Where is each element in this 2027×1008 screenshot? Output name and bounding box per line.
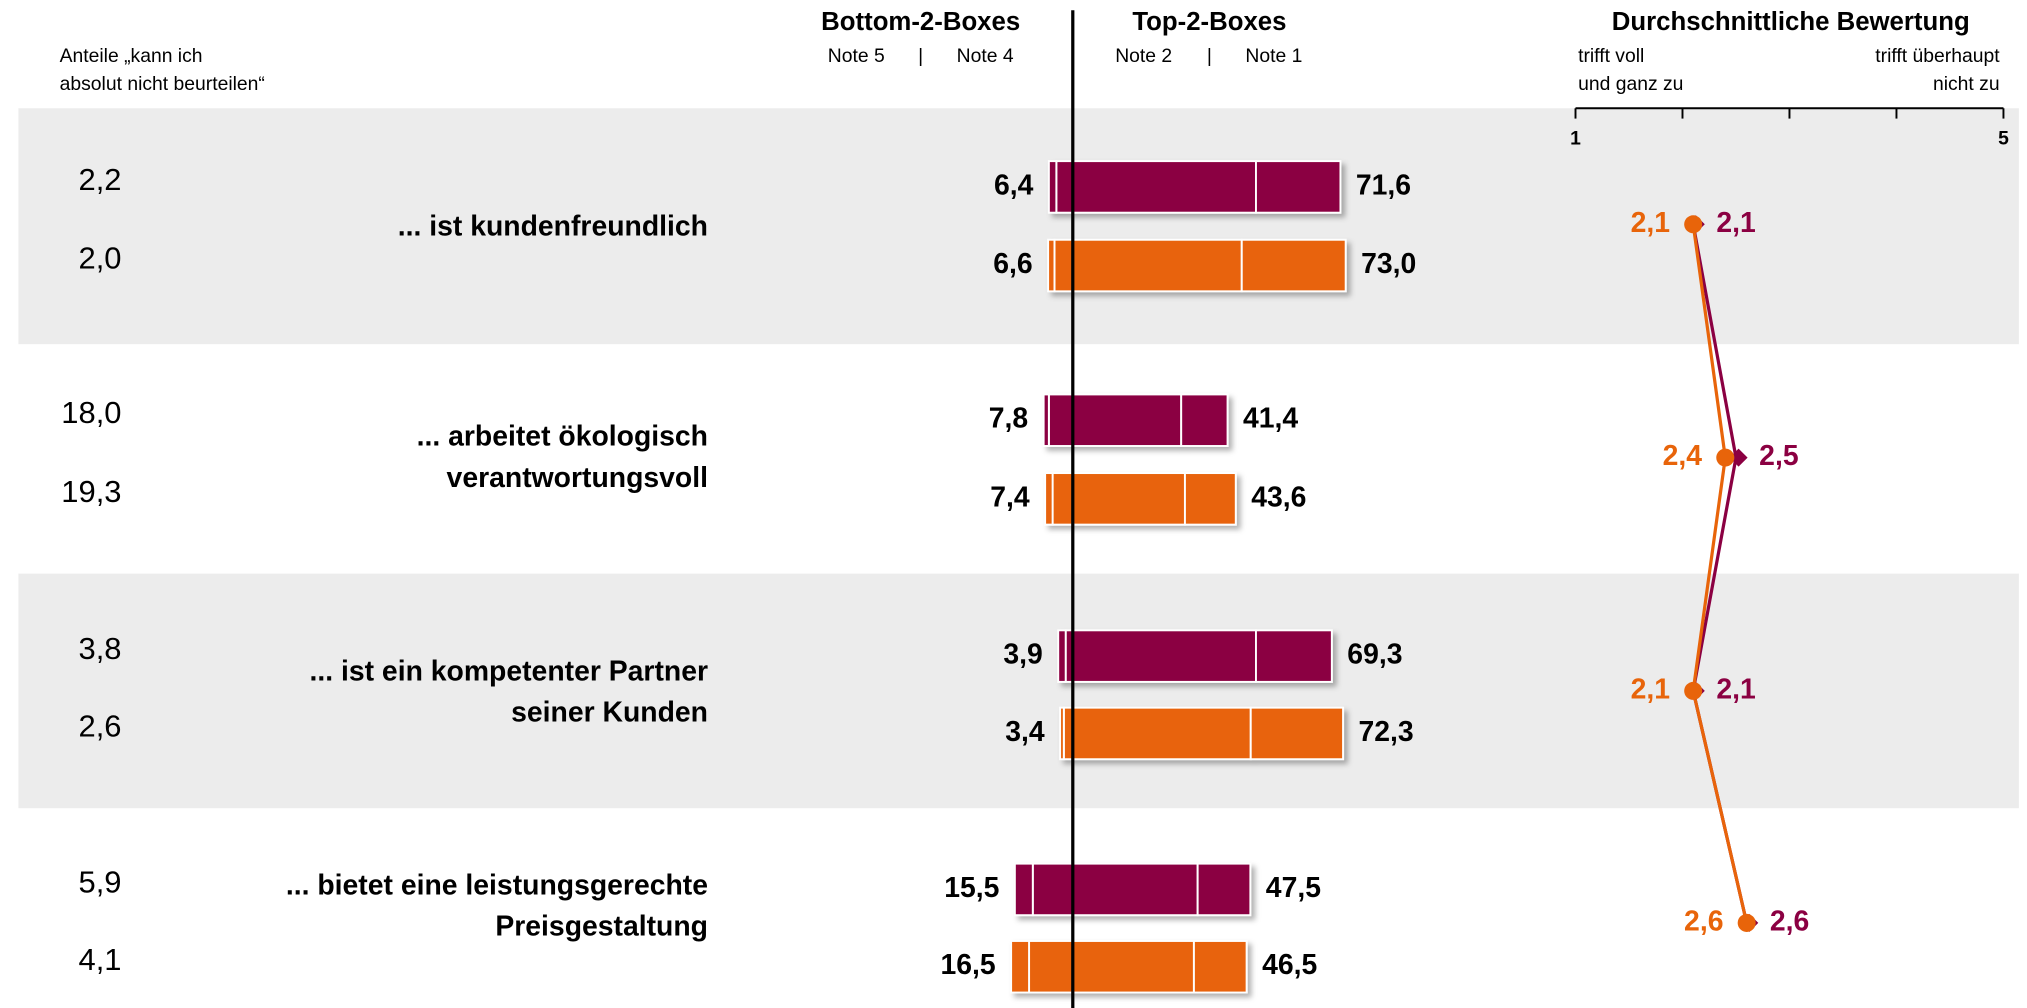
category-label: ... ist ein kompetenter Partner [309,655,708,687]
category-label: ... ist kundenfreundlich [398,211,708,243]
bar-segment [1183,472,1237,526]
bar-group [1047,160,1342,214]
na-value: 3,8 [79,631,122,666]
bar-segment [1254,160,1342,214]
bar-segment [1071,238,1243,293]
category-label: verantwortungsvoll [447,462,708,494]
note-label: Note 1 [1245,46,1302,67]
mean-line [1691,224,1749,924]
category-label: ... arbeitet ökologisch [417,421,708,453]
top-value-label: 47,5 [1266,872,1321,904]
bar-segment [1071,706,1252,761]
bar-segment [1051,472,1074,526]
bottom-value-label: 7,8 [989,403,1028,435]
top-value-label: 71,6 [1356,169,1411,201]
mean-right-label: nicht zu [1933,74,2000,95]
bar-segment [1240,238,1347,293]
bar-segment [1071,629,1257,683]
bar-segment [1071,940,1195,994]
bar-segment [1071,393,1183,447]
bar-segment [1044,472,1054,526]
na-value: 2,2 [79,162,122,197]
mean-value-label: 2,4 [1663,440,1703,472]
bar-segment [1196,862,1252,917]
mean-value-label: 2,6 [1770,905,1809,937]
bottom-header: Bottom-2-Boxes [821,8,1020,36]
category-label: ... bietet eine leistungsgerechte [286,869,708,901]
mean-value-label: 2,1 [1631,673,1670,705]
top-value-label: 73,0 [1361,248,1416,280]
bar-segment [1180,393,1229,447]
bar-segment [1055,160,1074,214]
bar-segment [1254,629,1333,683]
na-value: 2,0 [79,241,122,276]
bar-segment [1071,160,1257,214]
bottom-value-label: 7,4 [990,481,1030,513]
bottom-value-label: 15,5 [944,872,999,904]
bar-segment [1047,160,1058,214]
bar-segment [1013,862,1034,917]
bar-group [1059,706,1345,761]
bar-segment [1047,393,1074,447]
top-value-label: 72,3 [1359,716,1414,748]
note-label: Note 2 [1115,46,1172,67]
bottom-value-label: 16,5 [940,949,995,981]
na-value: 4,1 [79,942,122,977]
bottom-value-label: 3,9 [1003,639,1042,671]
separator: | [1207,46,1212,67]
mean-point [1684,215,1703,234]
bar-segment [1057,629,1067,683]
bar-segment [1010,940,1031,994]
bar-group [1057,629,1333,683]
bar-group [1010,940,1248,994]
bar-segment [1028,940,1074,994]
bar-segment [1192,940,1248,994]
bottom-value-label: 6,4 [994,169,1034,201]
note-label: Note 4 [957,46,1014,67]
category-label: Preisgestaltung [495,911,708,943]
na-value: 5,9 [79,864,122,899]
bar-segment [1053,238,1074,293]
separator: | [918,46,923,67]
bar-segment [1059,706,1065,761]
bottom-value-label: 3,4 [1005,716,1045,748]
note-label: Note 5 [828,46,885,67]
mean-point [1729,448,1748,467]
mean-header: Durchschnittliche Bewertung [1612,8,1970,36]
bar-segment [1071,862,1199,917]
mean-value-label: 2,1 [1716,207,1755,239]
na-header: Anteile „kann ich [60,46,203,67]
na-value: 19,3 [61,474,121,509]
bar-segment [1249,706,1345,761]
mean-point [1737,913,1756,932]
bottom-value-label: 6,6 [993,248,1032,280]
bar-segment [1047,238,1056,293]
mean-tick-label: 1 [1570,128,1581,149]
bar-segment [1071,472,1186,526]
top-value-label: 69,3 [1347,639,1402,671]
mean-right-label: trifft überhaupt [1875,46,2000,67]
mean-value-label: 2,1 [1716,673,1755,705]
top-header: Top-2-Boxes [1132,8,1286,36]
na-value: 2,6 [79,708,122,743]
bar-segment [1031,862,1074,917]
mean-value-label: 2,1 [1631,207,1670,239]
top-value-label: 41,4 [1243,403,1298,435]
bar-group [1047,238,1347,293]
mean-tick-label: 5 [1998,128,2009,149]
na-header: absolut nicht beurteilen“ [60,74,265,95]
bar-segment [1042,393,1050,447]
category-label: seiner Kunden [511,697,708,729]
top-value-label: 46,5 [1262,949,1317,981]
mean-left-label: trifft voll [1578,46,1644,67]
na-value: 18,0 [61,395,121,430]
bar-group [1013,862,1252,917]
mean-left-label: und ganz zu [1578,74,1683,95]
mean-value-label: 2,5 [1759,440,1798,472]
top-value-label: 43,6 [1251,481,1306,513]
mean-point [1716,448,1735,467]
mean-point [1684,681,1703,700]
mean-value-label: 2,6 [1684,905,1723,937]
